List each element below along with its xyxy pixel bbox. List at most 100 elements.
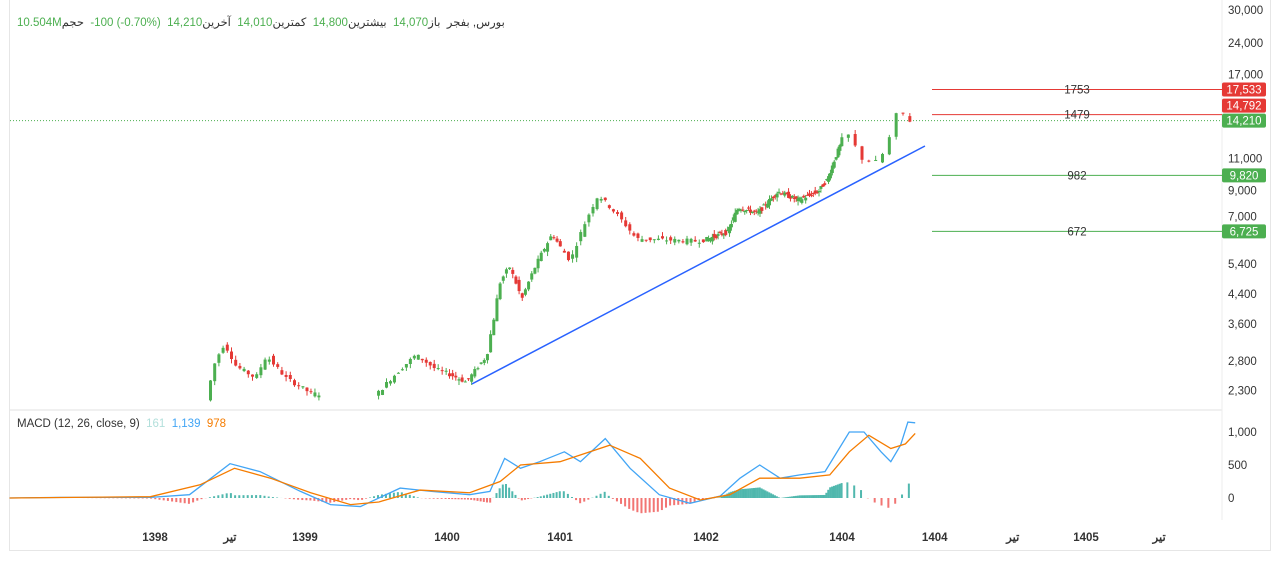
candle bbox=[762, 204, 766, 206]
macd-histogram-bar bbox=[825, 492, 828, 498]
candle bbox=[681, 241, 685, 243]
candle bbox=[735, 209, 739, 215]
candle bbox=[466, 378, 470, 380]
macd-histogram-bar bbox=[575, 498, 578, 501]
macd-histogram-bar bbox=[827, 489, 830, 498]
macd-histogram-bar bbox=[225, 493, 228, 498]
macd-histogram-bar bbox=[498, 488, 501, 498]
candle bbox=[575, 245, 579, 258]
candle bbox=[396, 372, 400, 374]
macd-histogram-bar bbox=[305, 498, 308, 501]
candle bbox=[485, 354, 489, 361]
macd-histogram-bar bbox=[221, 494, 224, 498]
macd-histogram-bar bbox=[546, 494, 549, 498]
candle bbox=[754, 210, 758, 212]
candle bbox=[392, 375, 396, 383]
candle bbox=[769, 198, 773, 201]
macd-histogram-bar bbox=[150, 498, 153, 499]
macd-tick-label: 500 bbox=[1228, 460, 1247, 472]
macd-histogram-bar bbox=[267, 496, 270, 498]
candle bbox=[460, 377, 464, 382]
candle bbox=[225, 344, 229, 351]
candle bbox=[616, 212, 620, 214]
candle bbox=[444, 370, 448, 372]
macd-histogram-bar bbox=[428, 498, 431, 499]
macd-histogram-bar bbox=[829, 487, 832, 498]
macd-histogram-bar bbox=[229, 493, 232, 498]
macd-histogram-bar bbox=[853, 485, 856, 498]
candle bbox=[828, 173, 832, 179]
macd-histogram-bar bbox=[373, 496, 376, 498]
candle bbox=[779, 193, 783, 195]
time-tick-label: 1400 bbox=[434, 532, 460, 544]
candle bbox=[624, 220, 628, 227]
macd-histogram-bar bbox=[183, 498, 186, 504]
change-pct: (-0.70%) bbox=[116, 17, 161, 29]
macd-histogram-bar bbox=[246, 495, 249, 498]
macd-histogram-bar bbox=[689, 498, 692, 504]
macd-histogram-bar bbox=[259, 495, 262, 498]
candle bbox=[806, 194, 810, 196]
macd-histogram-bar bbox=[804, 495, 807, 498]
macd-histogram-bar bbox=[773, 495, 776, 498]
macd-histogram-bar bbox=[741, 489, 744, 498]
candle bbox=[549, 236, 553, 241]
last-price-badge bbox=[1222, 113, 1266, 128]
macd-histogram-bar bbox=[457, 498, 460, 500]
macd-histogram-bar bbox=[436, 498, 439, 499]
candle bbox=[451, 373, 455, 377]
candle bbox=[840, 137, 844, 147]
macd-histogram-bar bbox=[213, 496, 216, 498]
candle bbox=[792, 197, 796, 199]
level-text: 1753 bbox=[1064, 84, 1090, 96]
candle bbox=[209, 380, 212, 401]
macd-histogram-bar bbox=[376, 495, 379, 498]
macd-histogram-bar bbox=[812, 495, 815, 498]
candle bbox=[447, 373, 451, 377]
time-tick-label: 1402 bbox=[693, 532, 719, 544]
candle bbox=[766, 203, 770, 208]
candle bbox=[748, 209, 752, 213]
macd-histogram-bar bbox=[486, 498, 489, 503]
macd-histogram-bar bbox=[440, 498, 443, 499]
macd-histogram-bar bbox=[873, 498, 876, 503]
candle bbox=[628, 224, 632, 231]
candle bbox=[809, 194, 813, 196]
candle bbox=[238, 365, 242, 369]
macd-histogram-bar bbox=[349, 498, 352, 500]
macd-histogram-bar bbox=[504, 484, 507, 498]
candle bbox=[747, 207, 751, 209]
candle bbox=[607, 205, 611, 208]
macd-histogram-bar bbox=[166, 498, 169, 501]
candle bbox=[726, 229, 730, 231]
time-tick-label: تیر bbox=[222, 532, 237, 545]
change-value: -100 (-0.70%) bbox=[90, 17, 160, 29]
macd-histogram-bar bbox=[821, 494, 824, 498]
candle bbox=[489, 334, 493, 353]
macd-histogram-bar bbox=[444, 498, 447, 499]
macd-histogram-bar bbox=[791, 496, 794, 498]
candle bbox=[815, 191, 819, 194]
candle bbox=[527, 281, 531, 290]
macd-histogram-bar bbox=[794, 495, 797, 498]
macd-histogram-bar bbox=[238, 495, 241, 498]
macd-histogram-bar bbox=[384, 493, 387, 498]
candle bbox=[737, 208, 741, 211]
open-label: باز bbox=[428, 17, 441, 29]
candle bbox=[242, 368, 246, 372]
candle bbox=[718, 231, 722, 233]
candle bbox=[428, 361, 432, 366]
macd-histogram-bar bbox=[762, 489, 765, 498]
macd-histogram-bar bbox=[473, 498, 476, 501]
candle bbox=[317, 395, 321, 398]
candle bbox=[501, 276, 505, 281]
macd-histogram-bar bbox=[460, 498, 463, 500]
macd-histogram-bar bbox=[749, 488, 752, 498]
macd-histogram-bar bbox=[603, 491, 606, 498]
last-price-label: 14,210 bbox=[1226, 116, 1261, 128]
macd-histogram-bar bbox=[693, 498, 696, 502]
macd-histogram-bar bbox=[297, 498, 300, 500]
candle bbox=[476, 368, 480, 370]
macd-histogram-bar bbox=[685, 498, 688, 505]
